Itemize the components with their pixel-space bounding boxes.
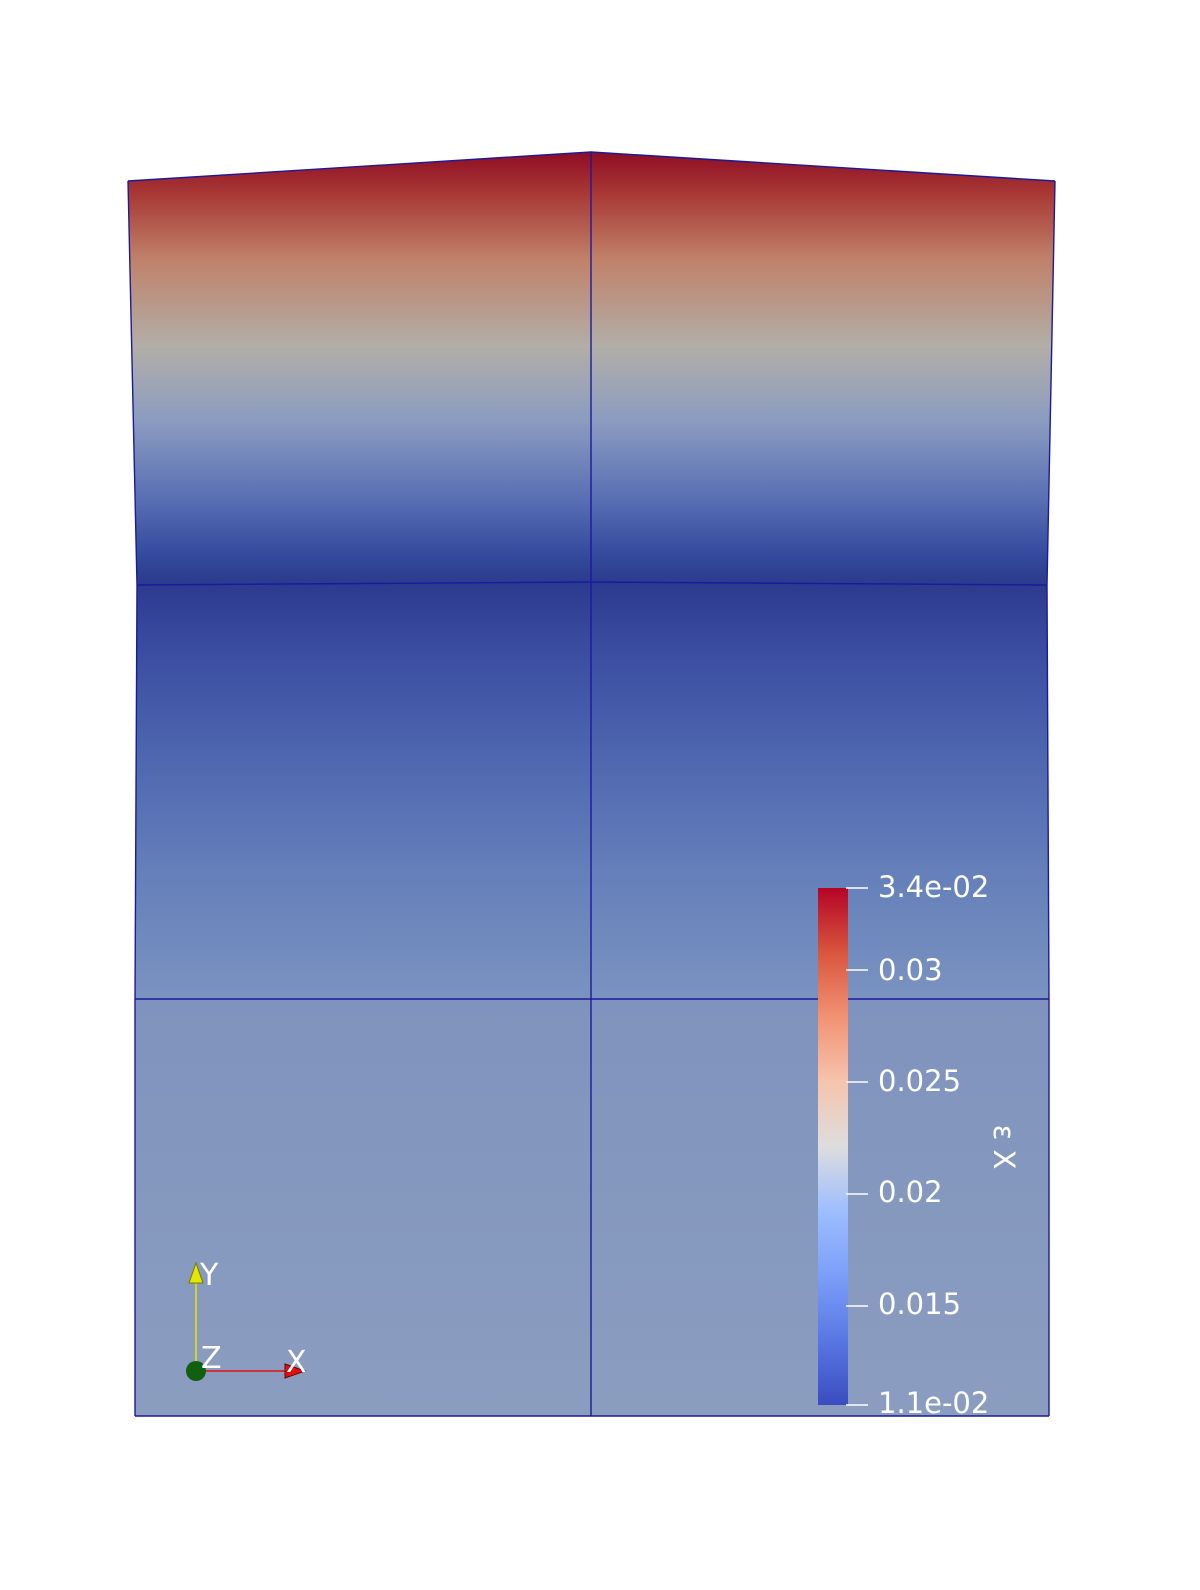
tick-label-0-025: 0.025	[878, 1064, 961, 1098]
mesh-cell-bot-left	[135, 999, 591, 1416]
mesh-cell-top-left	[128, 152, 591, 585]
mesh	[127, 151, 1056, 1417]
orientation-axes: Y X Z	[186, 1258, 307, 1381]
x-axis-label: X	[286, 1345, 307, 1380]
scalar-bar-gradient	[818, 888, 848, 1405]
tick-label-0-03: 0.03	[878, 953, 943, 987]
z-axis-marker	[186, 1361, 206, 1381]
x-axis-arrowhead	[284, 1363, 307, 1379]
scalar-bar-ticks	[846, 887, 868, 1406]
scalar-bar-title: ε X	[987, 1125, 1021, 1170]
mesh-cell-mid-left	[135, 582, 591, 999]
scalar-bar: 3.4e-02 0.03 0.025 0.02 0.015 1.1e-02 ε …	[818, 870, 1021, 1420]
tick-label-0-02: 0.02	[878, 1175, 943, 1209]
y-axis-label: Y	[199, 1258, 219, 1293]
mesh-cell-top-right	[591, 152, 1055, 585]
tick-label-min: 1.1e-02	[878, 1386, 989, 1420]
mesh-cell-mid-right	[591, 582, 1049, 999]
tick-label-max: 3.4e-02	[878, 870, 989, 904]
z-axis-label: Z	[201, 1341, 222, 1376]
tick-label-0-015: 0.015	[878, 1287, 961, 1321]
mesh-edges	[127, 151, 1056, 1417]
y-axis-arrowhead	[188, 1261, 204, 1284]
